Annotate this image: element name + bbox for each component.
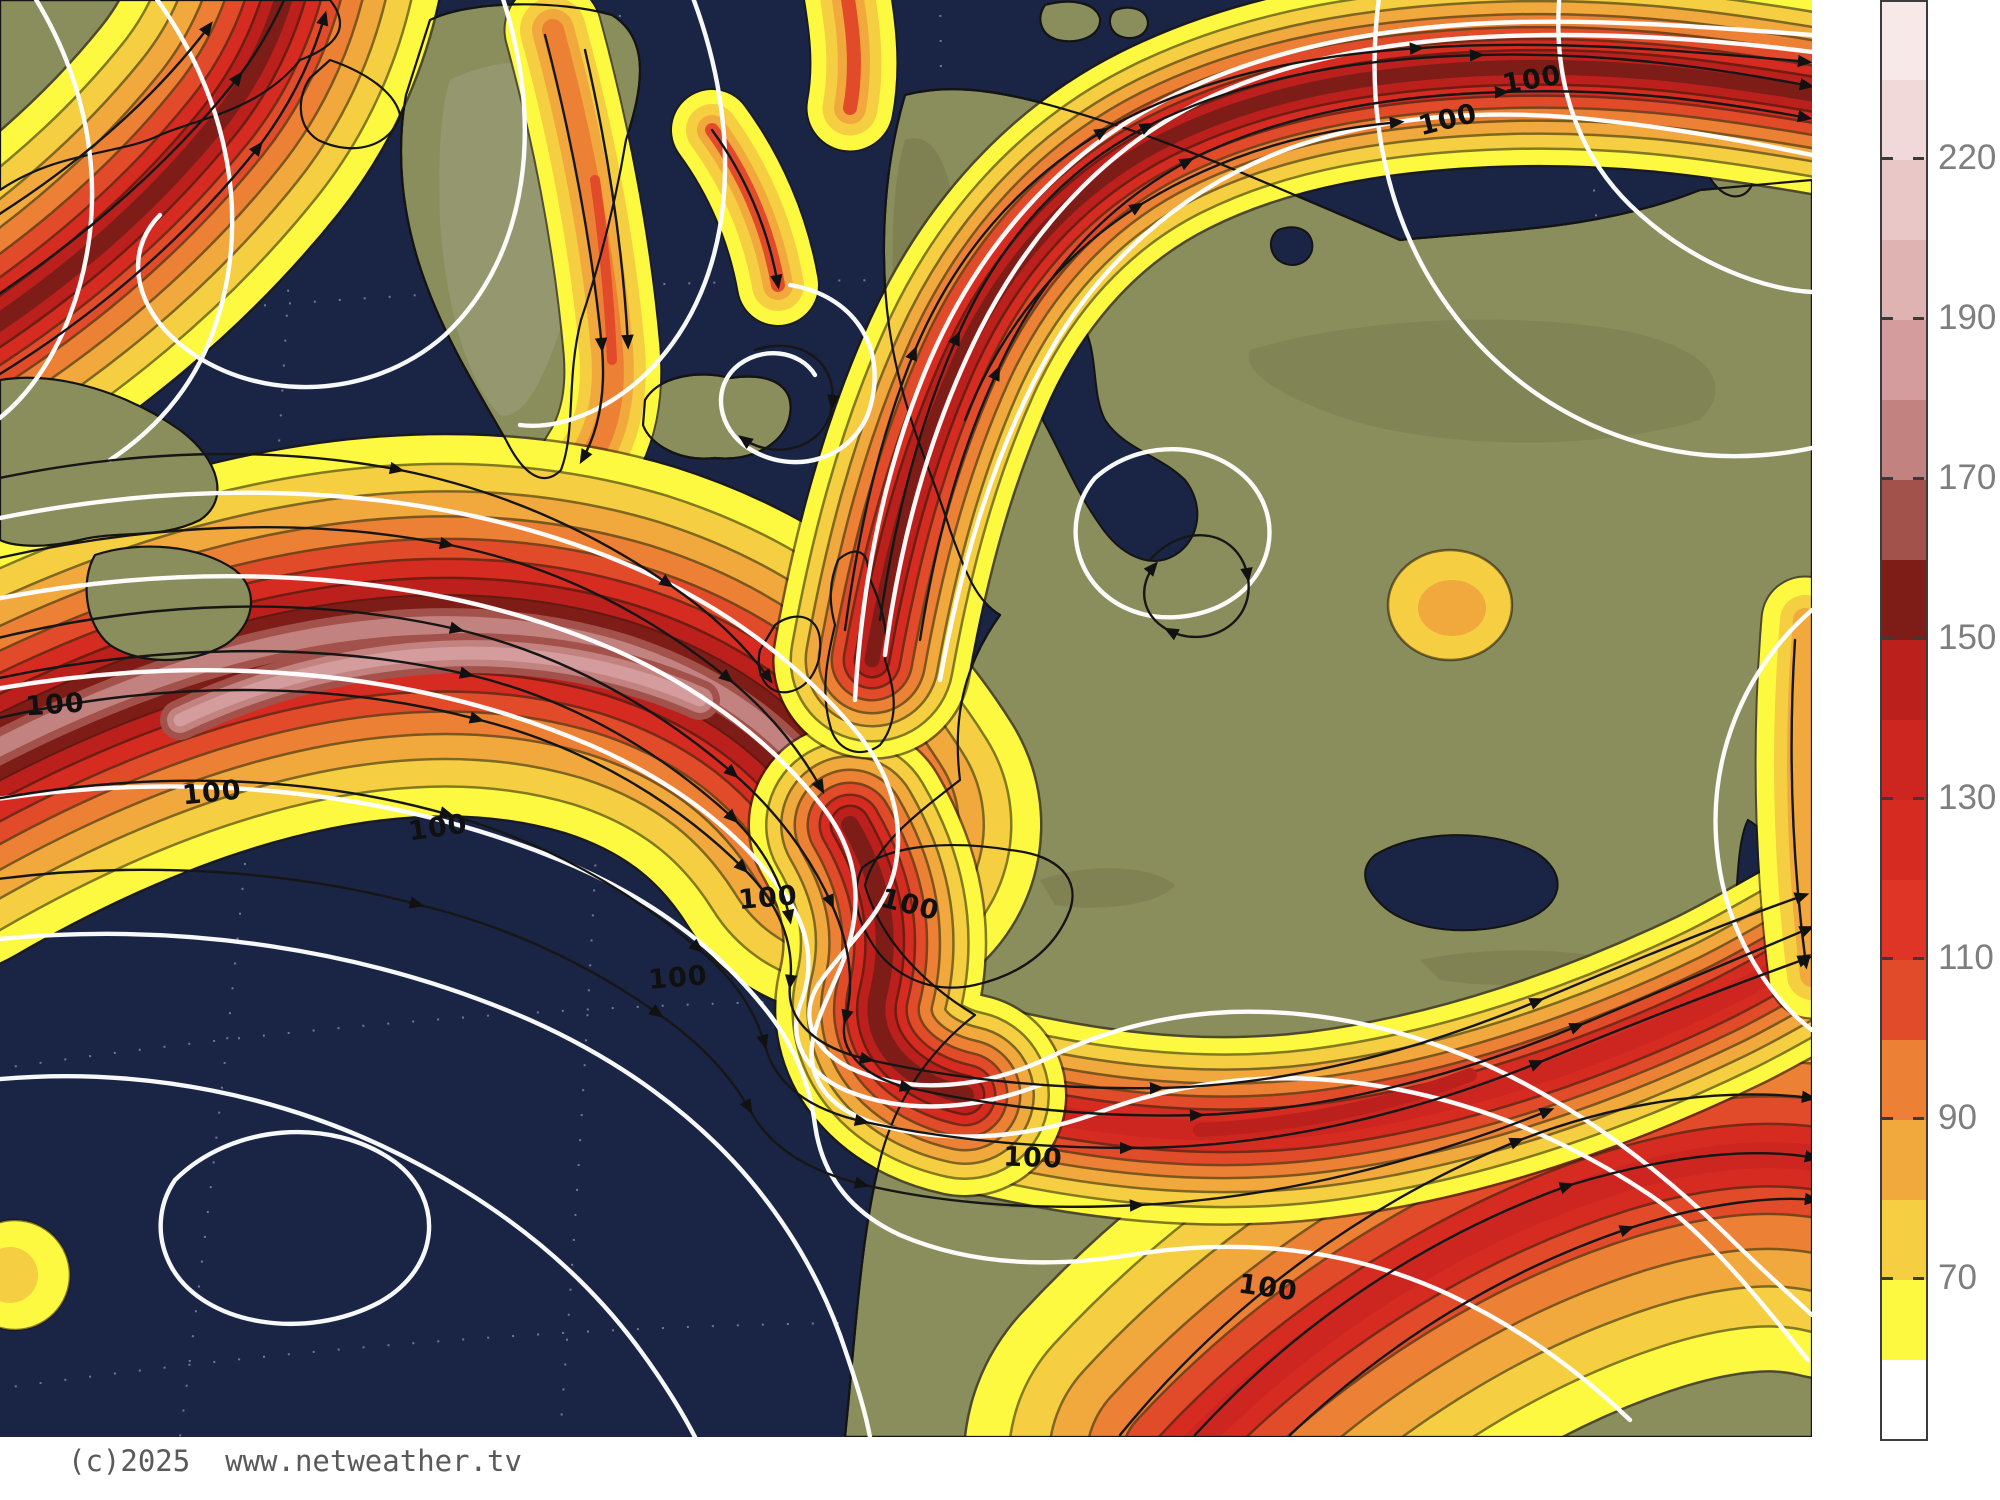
- colorbar-tick-label: 70: [1938, 1258, 1977, 1297]
- colorbar-tick-mark: [1913, 637, 1924, 640]
- colorbar-tick-mark: [1913, 157, 1924, 160]
- colorbar-band-12: [1882, 960, 1926, 1040]
- colorbar-tick-mark: [1913, 317, 1924, 320]
- colorbar-band-15: [1882, 1200, 1926, 1280]
- colorbar-band-10: [1882, 800, 1926, 880]
- colorbar-band-16: [1882, 1280, 1926, 1360]
- colorbar-tick-mark: [1882, 1277, 1893, 1280]
- colorbar-tick-mark: [1882, 1117, 1893, 1120]
- colorbar-tick-mark: [1882, 477, 1893, 480]
- colorbar-band-6: [1882, 480, 1926, 560]
- colorbar-band-11: [1882, 880, 1926, 960]
- colorbar-band-4: [1882, 320, 1926, 400]
- colorbar-band-7: [1882, 560, 1926, 640]
- colorbar-band-17: [1882, 1360, 1926, 1439]
- colorbar-band-2: [1882, 160, 1926, 240]
- copyright-text: (c)2025 www.netweather.tv: [68, 1444, 522, 1478]
- colorbar-tick-label: 150: [1938, 618, 1997, 657]
- streamline-layer: [0, 0, 1812, 1437]
- colorbar-band-0: [1882, 2, 1926, 80]
- colorbar-tick-mark: [1913, 1117, 1924, 1120]
- colorbar-band-1: [1882, 80, 1926, 160]
- colorbar-tick-mark: [1882, 157, 1893, 160]
- colorbar-band-8: [1882, 640, 1926, 720]
- colorbar-tick-mark: [1913, 1277, 1924, 1280]
- colorbar-tick-label: 220: [1938, 138, 1997, 177]
- colorbar-band-9: [1882, 720, 1926, 800]
- colorbar-tick-label: 130: [1938, 778, 1997, 817]
- colorbar-tick-mark: [1913, 477, 1924, 480]
- colorbar-tick-mark: [1882, 957, 1893, 960]
- colorbar-tick-mark: [1913, 797, 1924, 800]
- colorbar-band-3: [1882, 240, 1926, 320]
- colorbar-band-13: [1882, 1040, 1926, 1120]
- colorbar-tick-label: 90: [1938, 1098, 1977, 1137]
- colorbar-tick-mark: [1882, 637, 1893, 640]
- colorbar: [1880, 0, 1928, 1441]
- colorbar-band-5: [1882, 400, 1926, 480]
- colorbar-tick-mark: [1882, 797, 1893, 800]
- colorbar-tick-label: 170: [1938, 458, 1997, 497]
- jetstream-map-canvas: [0, 0, 1812, 1437]
- colorbar-tick-label: 110: [1938, 938, 1994, 977]
- colorbar-tick-mark: [1882, 317, 1893, 320]
- colorbar-band-14: [1882, 1120, 1926, 1200]
- colorbar-tick-mark: [1913, 957, 1924, 960]
- colorbar-tick-label: 190: [1938, 298, 1997, 337]
